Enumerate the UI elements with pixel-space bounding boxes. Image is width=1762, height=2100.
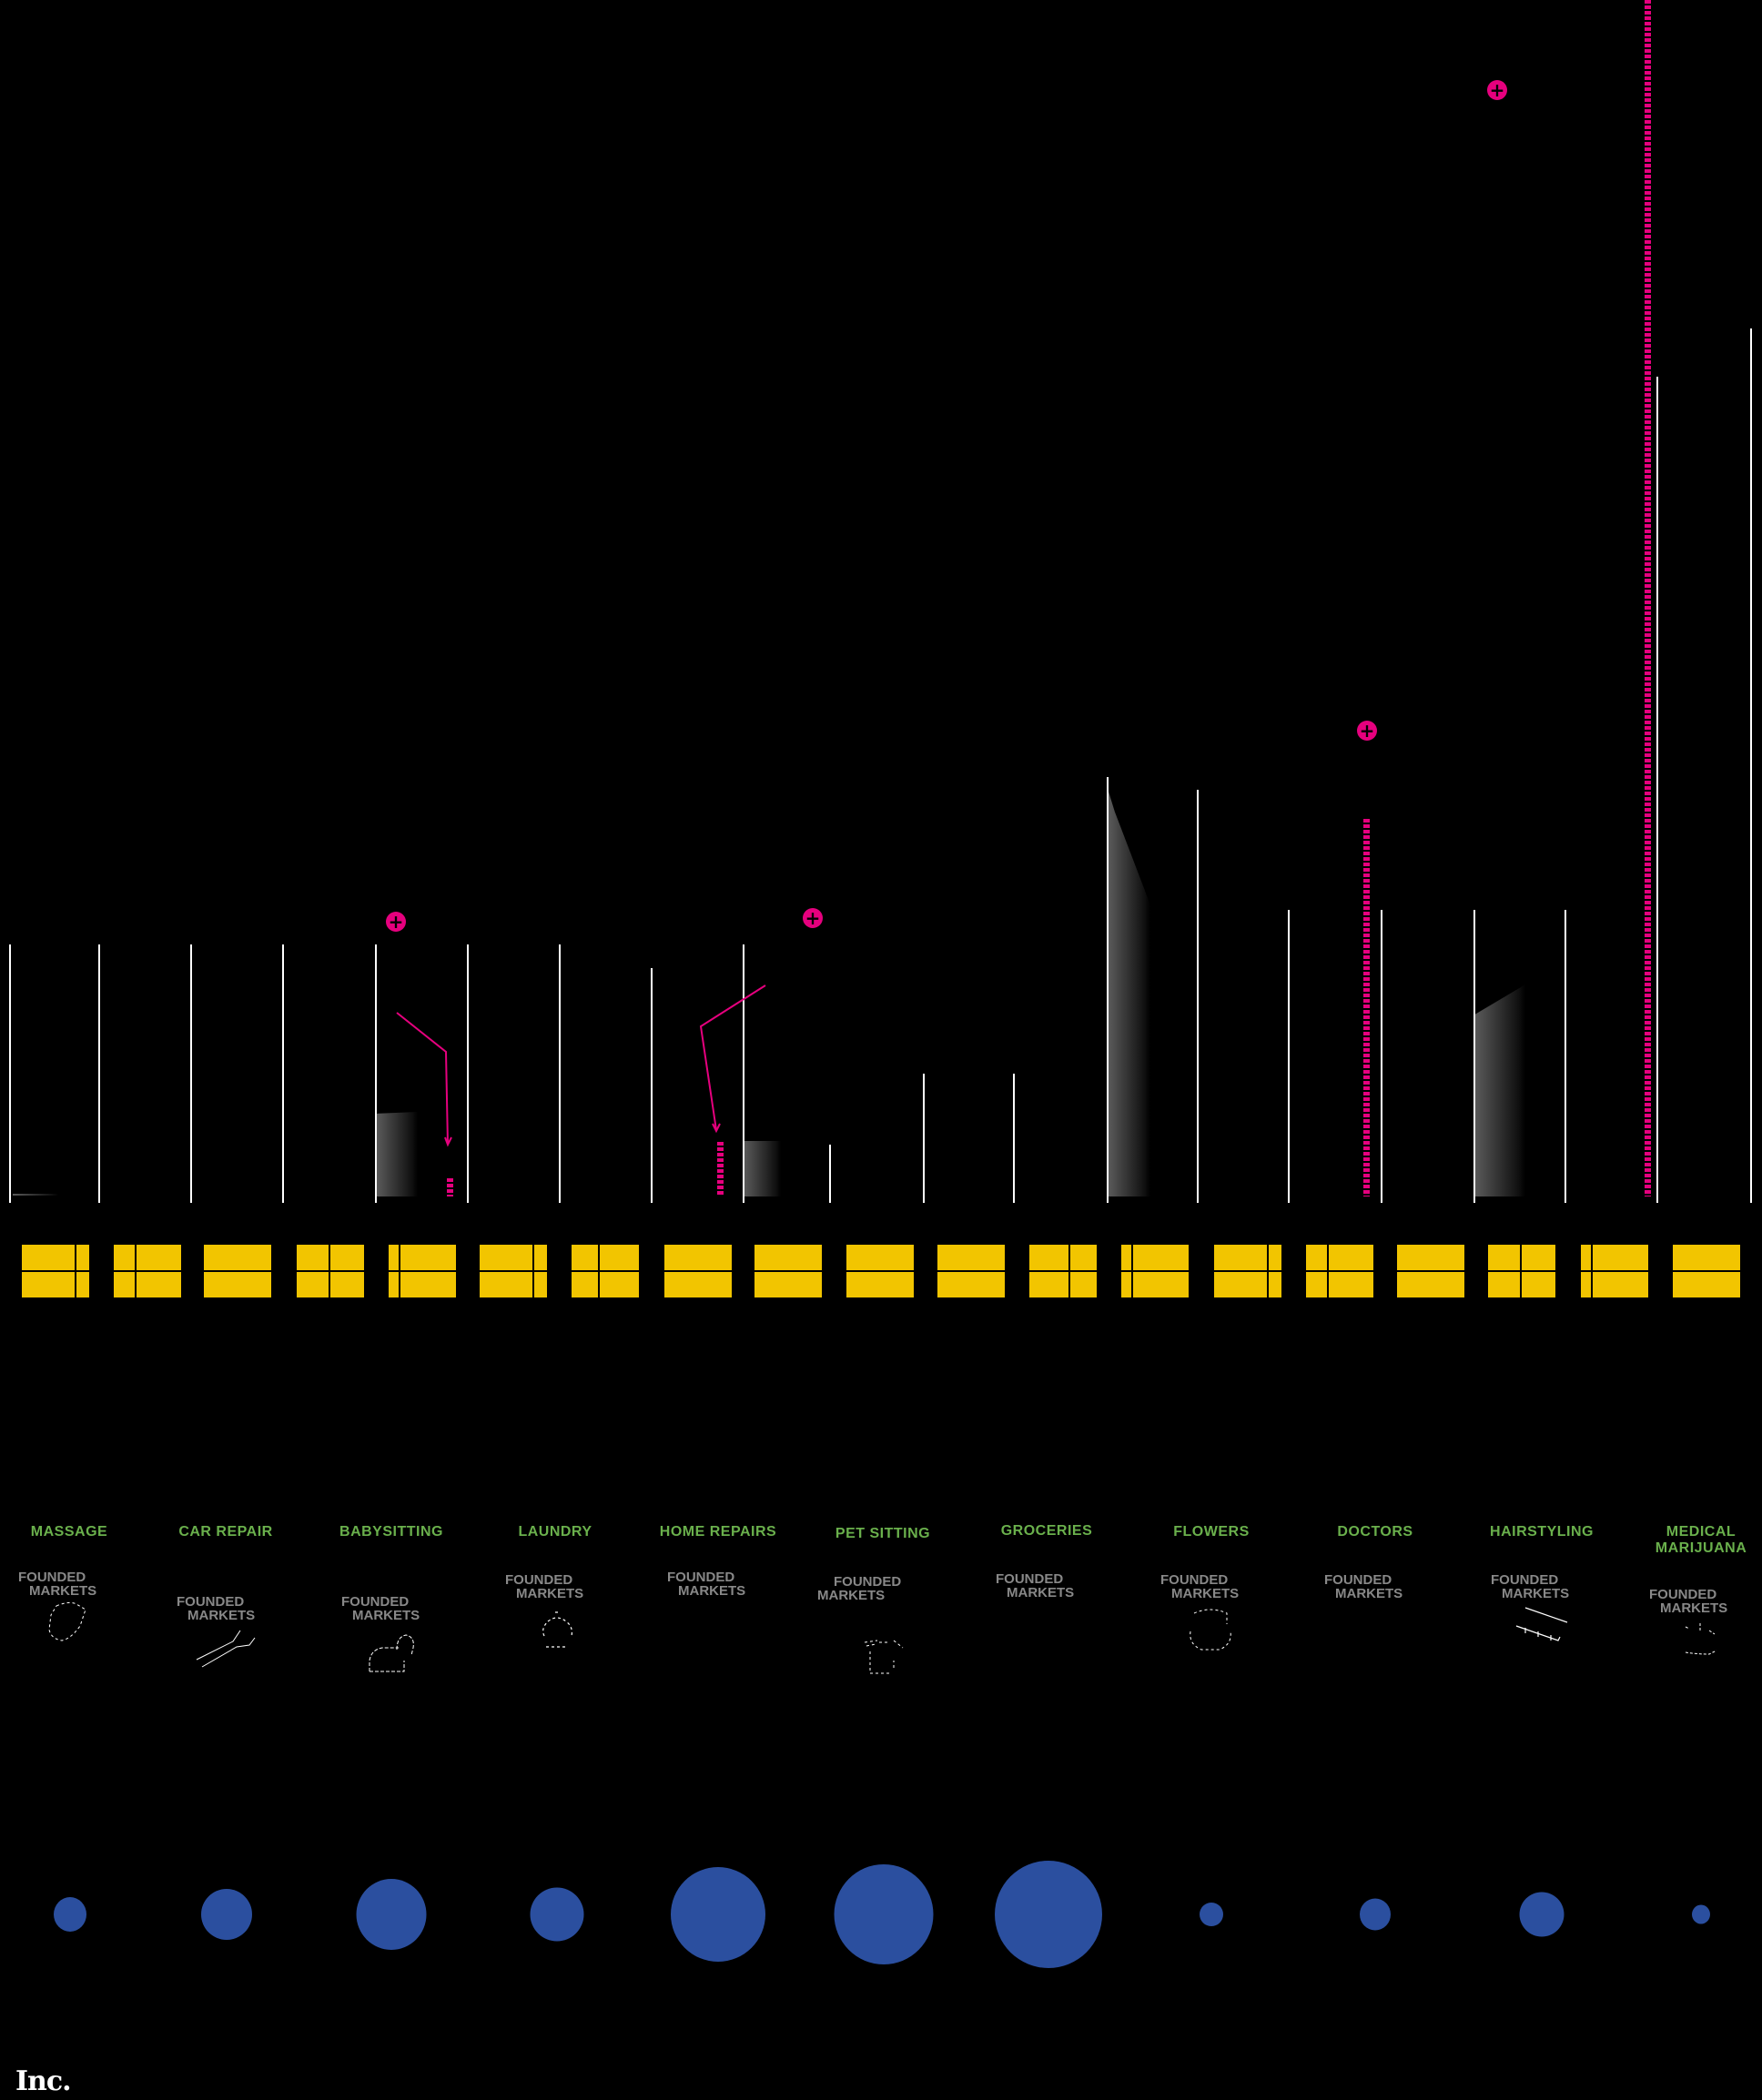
- bubble-laundry: [530, 1887, 584, 1942]
- column-line: [1565, 910, 1566, 1203]
- founded-markets-label: FOUNDED MARKETS: [1491, 1572, 1570, 1601]
- column-line: [923, 1074, 925, 1203]
- yellow-block: [1581, 1245, 1648, 1297]
- yellow-block: [389, 1245, 456, 1297]
- founded-markets-label: FOUNDED MARKETS: [996, 1571, 1075, 1600]
- yellow-block: [22, 1245, 89, 1297]
- column-line: [1750, 328, 1752, 1203]
- column-line: [1013, 1074, 1015, 1203]
- highlight-column: [1645, 0, 1651, 1196]
- bubble-medical-marijuana: [1692, 1904, 1710, 1924]
- yellow-block: [1488, 1245, 1555, 1297]
- yellow-block: [846, 1245, 914, 1297]
- dog-icon: [864, 1640, 904, 1674]
- column-line: [743, 944, 744, 1203]
- bubble-car-repair: [201, 1889, 252, 1940]
- column-line: [1107, 777, 1109, 1203]
- yellow-block: [1121, 1245, 1189, 1297]
- yellow-block: [664, 1245, 732, 1297]
- bubble-pet-sitting: [834, 1864, 934, 1964]
- wrench-icon: [196, 1630, 256, 1668]
- category-label-car-repair: CAR REPAIR: [178, 1524, 273, 1540]
- founded-markets-label: FOUNDED MARKETS: [667, 1570, 746, 1599]
- bubble-babysitting: [356, 1879, 427, 1950]
- category-label-massage: MASSAGE: [30, 1524, 108, 1540]
- column-line: [98, 944, 100, 1203]
- founded-markets-label: FOUNDED MARKETS: [1160, 1572, 1240, 1601]
- bubble-hairstyling: [1519, 1892, 1565, 1937]
- founded-markets-label: FOUNDED MARKETS: [1649, 1587, 1728, 1616]
- flower-pot-icon: [1190, 1609, 1231, 1651]
- category-label-doctors: DOCTORS: [1337, 1524, 1413, 1540]
- column-line: [829, 1145, 831, 1203]
- column-line: [1197, 790, 1199, 1203]
- column-fill: [377, 1112, 418, 1196]
- yellow-block: [114, 1245, 181, 1297]
- plus-circle-icon[interactable]: +: [803, 908, 823, 928]
- column-fill: [1475, 984, 1525, 1196]
- yellow-block: [572, 1245, 639, 1297]
- column-line: [1288, 910, 1290, 1203]
- plus-circle-icon[interactable]: +: [386, 912, 406, 932]
- category-label-home-repairs: HOME REPAIRS: [659, 1524, 777, 1540]
- column-fill: [744, 1141, 781, 1196]
- column-line: [651, 968, 653, 1203]
- plus-circle-icon[interactable]: +: [1487, 80, 1507, 100]
- founded-markets-label: FOUNDED MARKETS: [505, 1572, 584, 1601]
- stroller-icon: [369, 1634, 414, 1672]
- column-line: [559, 944, 561, 1203]
- column-line: [9, 944, 11, 1203]
- yellow-block: [204, 1245, 271, 1297]
- bubble-home-repairs: [671, 1867, 765, 1962]
- category-label-babysitting: BABYSITTING: [339, 1524, 443, 1540]
- bubble-groceries: [995, 1861, 1102, 1968]
- category-label-medical-marijuana: MEDICAL MARIJUANA: [1655, 1524, 1747, 1556]
- yellow-block: [297, 1245, 364, 1297]
- column-line: [375, 944, 377, 1203]
- massage-stone-icon: [48, 1601, 86, 1641]
- column-line: [282, 944, 284, 1203]
- founded-markets-label: FOUNDED MARKETS: [177, 1594, 256, 1623]
- column-line: [1656, 377, 1658, 1203]
- category-label-groceries: GROCERIES: [1000, 1523, 1093, 1539]
- founded-markets-label: FOUNDED MARKETS: [18, 1570, 97, 1599]
- highlight-column: [1363, 819, 1370, 1196]
- column-fill: [13, 1194, 58, 1196]
- founded-markets-label: FOUNDED MARKETS: [341, 1594, 420, 1623]
- yellow-block: [754, 1245, 822, 1297]
- bubble-massage: [54, 1897, 86, 1932]
- highlight-column: [447, 1178, 453, 1196]
- yellow-block: [480, 1245, 547, 1297]
- yellow-block: [1214, 1245, 1281, 1297]
- inc-logo: Inc.: [15, 2065, 72, 2097]
- comb-icon: [1515, 1607, 1568, 1641]
- yellow-block: [1306, 1245, 1373, 1297]
- category-label-flowers: FLOWERS: [1173, 1524, 1250, 1540]
- yellow-block: [1397, 1245, 1464, 1297]
- yellow-block: [937, 1245, 1005, 1297]
- category-label-hairstyling: HAIRSTYLING: [1490, 1524, 1594, 1540]
- category-label-laundry: LAUNDRY: [518, 1524, 592, 1540]
- bubble-flowers: [1200, 1903, 1223, 1926]
- founded-markets-label: FOUNDED MARKETS: [1324, 1572, 1403, 1601]
- leader-line-icon: [396, 984, 766, 1147]
- yellow-block: [1673, 1245, 1740, 1297]
- plus-circle-icon[interactable]: +: [1357, 721, 1377, 741]
- bubble-doctors: [1360, 1898, 1391, 1931]
- founded-markets-label: FOUNDED MARKETS: [817, 1574, 902, 1603]
- column-line: [190, 944, 192, 1203]
- category-label-pet-sitting: PET SITTING: [835, 1526, 931, 1541]
- column-line: [1381, 910, 1382, 1203]
- leaf-icon: [1685, 1623, 1717, 1655]
- column-line: [1473, 910, 1475, 1203]
- yellow-block: [1029, 1245, 1097, 1297]
- highlight-column: [717, 1142, 724, 1196]
- hanger-icon: [542, 1611, 572, 1648]
- column-line: [467, 944, 469, 1203]
